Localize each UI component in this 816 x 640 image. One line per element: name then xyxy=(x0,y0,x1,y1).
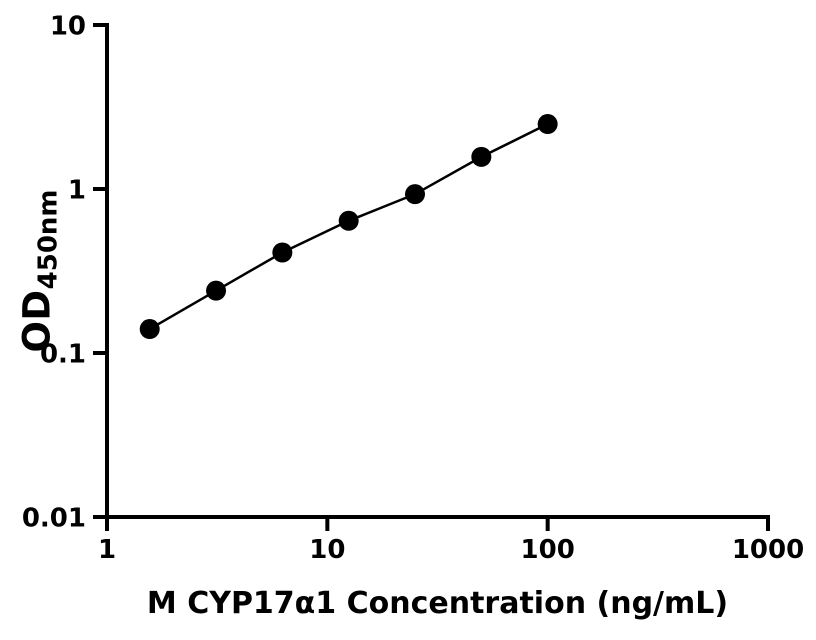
data-point xyxy=(471,146,492,167)
x-tick-label: 100 xyxy=(521,535,575,565)
data-point xyxy=(405,184,426,205)
y-axis-title: OD450nm xyxy=(15,189,64,353)
y-tick-label: 0.01 xyxy=(22,503,86,533)
y-tick-label: 1 xyxy=(68,175,86,205)
x-tick-label: 10 xyxy=(309,535,345,565)
data-point xyxy=(272,242,293,263)
data-point xyxy=(206,280,227,301)
x-tick-label: 1000 xyxy=(732,535,804,565)
data-point xyxy=(338,210,359,231)
axis-spines xyxy=(105,23,770,519)
x-tick-label: 1 xyxy=(98,535,116,565)
x-axis-title: M CYP17α1 Concentration (ng/mL) xyxy=(146,586,729,621)
y-tick-label: 0.1 xyxy=(40,339,86,369)
y-tick-label: 10 xyxy=(50,11,86,41)
y-axis-title-subscript: 450nm xyxy=(33,189,64,290)
y-axis-title-main: OD xyxy=(15,289,59,353)
data-point xyxy=(139,319,160,340)
data-point xyxy=(537,114,558,135)
